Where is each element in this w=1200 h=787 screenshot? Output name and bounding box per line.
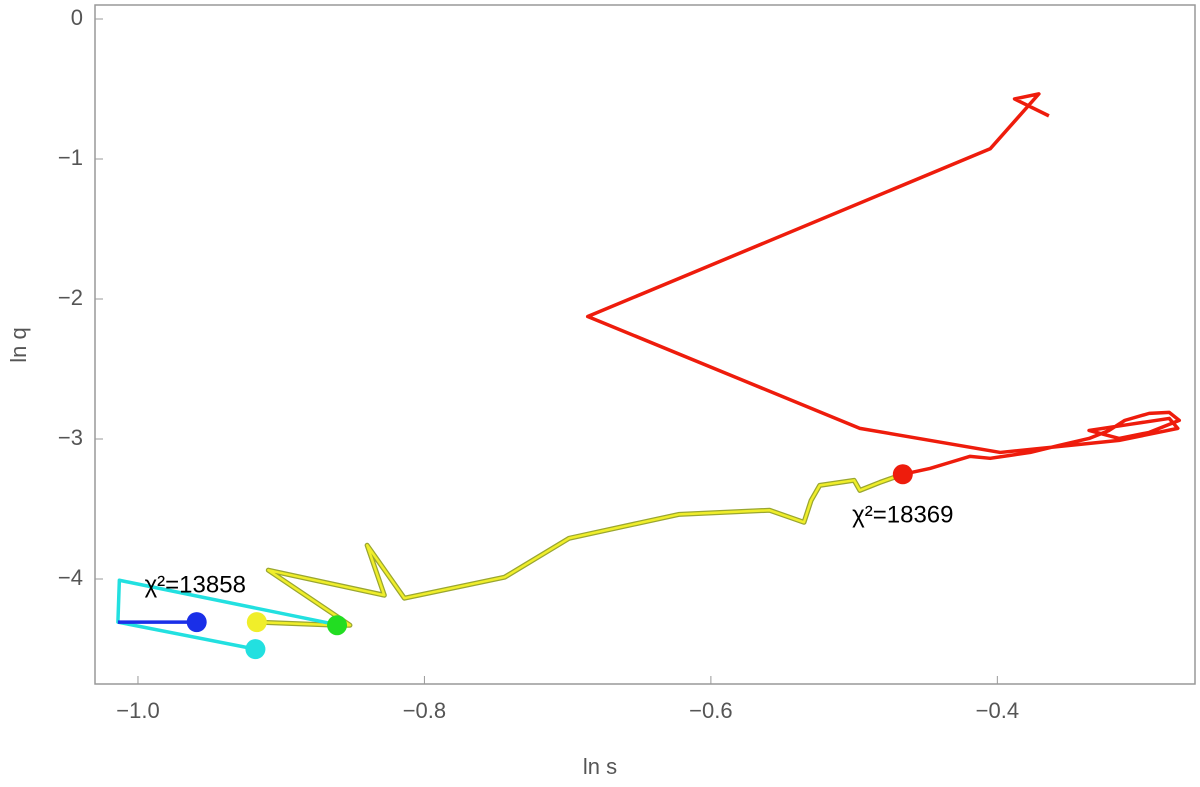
line [116,578,345,651]
y-tick-label: −3 [58,425,83,450]
line [585,92,1181,476]
point [892,464,913,485]
x-tick-label: −1.0 [116,698,159,723]
point [246,612,267,633]
line-outline [256,471,904,628]
point [245,639,266,660]
y-tick-label: −2 [58,285,83,310]
point [327,615,348,636]
line [256,473,904,627]
y-tick-label: −4 [58,565,83,590]
y-tick-label: 0 [71,5,83,30]
annotation: χ²=18369 [852,501,953,528]
x-tick-label: −0.4 [976,698,1019,723]
point [186,612,207,633]
y-tick-label: −1 [58,145,83,170]
annotation: χ²=13858 [145,571,246,598]
y-axis-label: ln q [6,327,31,362]
x-tick-label: −0.8 [403,698,446,723]
plot-frame [94,4,1196,685]
x-axis-label: ln s [583,754,617,779]
x-tick-label: −0.6 [689,698,732,723]
